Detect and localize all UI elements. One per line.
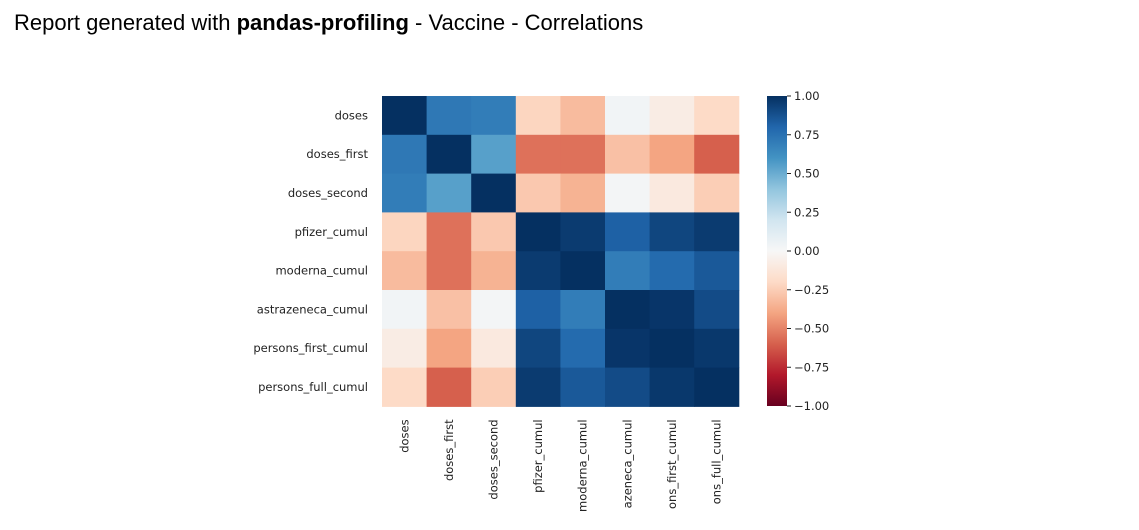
- heatmap-cell: [382, 212, 428, 252]
- x-tick-label: pfizer_cumul: [531, 419, 545, 492]
- heatmap-cell: [605, 173, 651, 213]
- x-tick-label: ons_full_cumul: [710, 419, 724, 504]
- heatmap-cell: [471, 290, 517, 330]
- x-tick-label: ons_first_cumul: [665, 419, 679, 509]
- y-tick-label: doses_second: [288, 186, 368, 200]
- heatmap-cell: [515, 173, 561, 213]
- heatmap-cell: [694, 367, 740, 407]
- heatmap-cell: [382, 173, 428, 213]
- heatmap-cell: [382, 96, 428, 136]
- colorbar-tick-label: 0.00: [794, 244, 820, 258]
- heatmap-cell: [515, 328, 561, 369]
- y-tick-label: pfizer_cumul: [295, 225, 368, 239]
- colorbar-tick-label: 1.00: [794, 89, 820, 103]
- heatmap-cell: [560, 328, 606, 369]
- heatmap-cell: [649, 173, 695, 213]
- heatmap-cell: [694, 212, 740, 252]
- heatmap-cell: [382, 328, 428, 369]
- title-bold: pandas-profiling: [236, 10, 409, 35]
- colorbar-tick-label: 0.50: [794, 167, 820, 181]
- x-tick-label: moderna_cumul: [576, 419, 590, 512]
- heatmap-cell: [471, 212, 517, 252]
- heatmap-cell: [560, 251, 606, 291]
- heatmap-cell: [515, 251, 561, 291]
- heatmap-cell: [694, 251, 740, 291]
- heatmap-cell: [471, 134, 517, 175]
- heatmap-cell: [426, 212, 472, 252]
- heatmap-cell: [426, 251, 472, 291]
- heatmap-cell: [426, 328, 472, 369]
- heatmap-cell: [515, 212, 561, 252]
- heatmap-cell: [649, 290, 695, 330]
- heatmap-cell: [605, 251, 651, 291]
- heatmap-cell: [471, 173, 517, 213]
- heatmap-cell: [382, 134, 428, 175]
- heatmap-cell: [694, 328, 740, 369]
- x-tick-label: doses_second: [487, 419, 501, 499]
- y-tick-label: doses: [335, 108, 368, 122]
- heatmap-cell: [605, 212, 651, 252]
- y-tick-label: doses_first: [306, 147, 368, 161]
- heatmap-cell: [471, 251, 517, 291]
- heatmap-cell: [471, 328, 517, 369]
- heatmap-cell: [426, 290, 472, 330]
- heatmap-cell: [560, 134, 606, 175]
- heatmap-cell: [649, 328, 695, 369]
- title-prefix: Report generated with: [14, 10, 237, 35]
- title-suffix: - Vaccine - Correlations: [408, 10, 644, 35]
- y-tick-label: persons_first_cumul: [253, 341, 368, 355]
- heatmap-cell: [382, 251, 428, 291]
- heatmap-cell: [649, 367, 695, 407]
- heatmap-cell: [471, 96, 517, 136]
- heatmap-cell: [605, 134, 651, 175]
- heatmap-cell: [382, 367, 428, 407]
- heatmap-cell: [426, 134, 472, 175]
- heatmap-cell: [605, 328, 651, 369]
- x-tick-label: doses_first: [442, 419, 456, 481]
- x-tick-label: azeneca_cumul: [620, 419, 634, 508]
- heatmap-cell: [426, 367, 472, 407]
- heatmap-cell: [560, 212, 606, 252]
- y-tick-label: persons_full_cumul: [258, 380, 368, 394]
- heatmap-cell: [694, 96, 740, 136]
- heatmap-cell: [649, 212, 695, 252]
- colorbar-tick-label: −0.50: [794, 322, 829, 336]
- x-tick-label: doses: [397, 419, 411, 452]
- heatmap-cell: [694, 134, 740, 175]
- y-tick-label: moderna_cumul: [275, 264, 368, 278]
- heatmap-cell: [649, 96, 695, 136]
- heatmap-cell: [560, 367, 606, 407]
- heatmap-cell: [426, 173, 472, 213]
- heatmap-cell: [515, 290, 561, 330]
- page-title: Report generated with pandas-profiling -…: [14, 10, 643, 36]
- colorbar-tick-label: −1.00: [794, 399, 829, 413]
- heatmap-cell: [471, 367, 517, 407]
- heatmap-cell: [382, 290, 428, 330]
- heatmap-cell: [560, 290, 606, 330]
- colorbar-tick-label: 0.25: [794, 205, 820, 219]
- colorbar-tick-label: −0.75: [794, 360, 829, 374]
- heatmap-cell: [694, 290, 740, 330]
- colorbar-tick-label: 0.75: [794, 128, 820, 142]
- heatmap-cell: [560, 96, 606, 136]
- heatmap-cell: [515, 134, 561, 175]
- y-tick-label: astrazeneca_cumul: [257, 302, 368, 316]
- heatmap-cell: [515, 96, 561, 136]
- heatmap-cell: [649, 251, 695, 291]
- heatmap-cell: [605, 96, 651, 136]
- heatmap-cell: [426, 96, 472, 136]
- heatmap-cell: [694, 173, 740, 213]
- colorbar-tick-label: −0.25: [794, 283, 829, 297]
- heatmap-cell: [605, 290, 651, 330]
- heatmap-cell: [605, 367, 651, 407]
- colorbar: [767, 96, 787, 406]
- heatmap-cell: [649, 134, 695, 175]
- heatmap-cell: [515, 367, 561, 407]
- heatmap-cell: [560, 173, 606, 213]
